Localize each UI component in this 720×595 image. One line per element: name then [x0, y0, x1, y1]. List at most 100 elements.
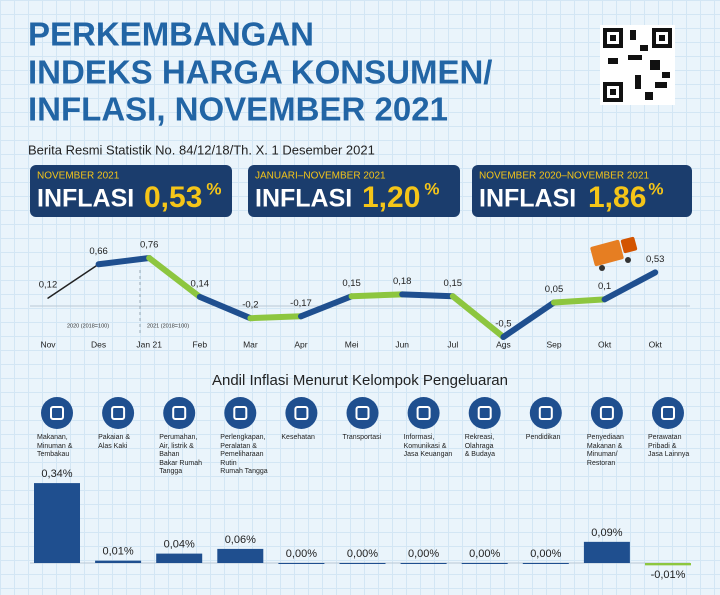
- box-value: 0,53: [144, 181, 202, 214]
- category-icon: [346, 397, 379, 429]
- qr-code: [600, 25, 675, 105]
- line-segment: [449, 293, 507, 340]
- value-label: 0,12: [39, 280, 58, 291]
- icon-glyph: [50, 406, 64, 420]
- stat-box: [472, 165, 692, 217]
- value-label: 0,00%: [408, 548, 439, 560]
- category-label: Rekreasi, Olahraga & Budaya: [464, 434, 496, 458]
- value-label: 0,15: [342, 278, 361, 289]
- bar: [339, 563, 386, 564]
- box-period: NOVEMBER 2020–NOVEMBER 2021: [479, 171, 650, 182]
- box-unit: %: [424, 179, 439, 198]
- icon-glyph: [538, 406, 553, 420]
- icon-glyph: [661, 406, 675, 420]
- box-unit: %: [648, 179, 663, 198]
- value-label: 0,00%: [347, 548, 378, 560]
- title-line: INDEKS HARGA KONSUMEN/: [28, 54, 492, 91]
- category-icon: [529, 397, 562, 429]
- x-tick-label: Okt: [649, 339, 663, 349]
- box-label: INFLASI: [255, 185, 352, 213]
- x-tick-label: Mar: [243, 339, 258, 349]
- value-label: 0,06%: [225, 534, 256, 546]
- value-label: 0,18: [393, 276, 412, 287]
- x-tick-label: Apr: [294, 339, 307, 349]
- bar: [156, 553, 203, 563]
- icon-glyph: [172, 406, 187, 420]
- value-label: 0,34%: [41, 468, 72, 480]
- line-segment: [500, 299, 557, 340]
- box-period: JANUARI–NOVEMBER 2021: [255, 171, 386, 182]
- value-label: 0,05: [545, 284, 564, 295]
- value-label: 0,76: [140, 240, 159, 251]
- category-label: Pendidikan: [525, 434, 561, 441]
- value-label: 0,09%: [591, 527, 622, 539]
- line-segment: [601, 269, 659, 303]
- title-line: PERKEMBANGAN: [28, 16, 314, 53]
- stat-box: [248, 165, 460, 217]
- category-label: Penyediaan Makanan & Minuman/ Restoran: [586, 434, 624, 467]
- category-label: Pakaian & Alas Kaki: [98, 434, 131, 450]
- icon-glyph: [477, 406, 492, 420]
- x-tick-label: Nov: [40, 339, 56, 349]
- bar: [645, 563, 691, 566]
- value-label: 0,66: [89, 246, 108, 257]
- stat-box: [30, 165, 232, 217]
- category-icon: [407, 397, 440, 429]
- annotation: 2021 (2018=100): [147, 323, 189, 329]
- category-icon: [102, 397, 135, 429]
- category-label: Perawatan Pribadi & Jasa Lainnya: [648, 434, 690, 458]
- category-label: Perlengkapan, Peralatan & Pemeliharaan R…: [220, 434, 268, 475]
- value-label: -0,2: [242, 300, 258, 311]
- value-label: 0,00%: [530, 548, 561, 560]
- x-tick-label: Jun: [395, 339, 409, 349]
- box-unit: %: [206, 179, 221, 198]
- value-label: -0,01%: [651, 569, 686, 581]
- category-label: Kesehatan: [281, 434, 315, 441]
- box-label: INFLASI: [37, 185, 134, 213]
- line-segment: [95, 255, 153, 268]
- category-label: Transportasi: [342, 434, 382, 441]
- icon-glyph: [599, 406, 614, 420]
- value-label: 0,14: [191, 278, 210, 289]
- box-value: 1,20: [362, 181, 420, 214]
- bar: [278, 563, 325, 564]
- category-icon: [285, 397, 318, 429]
- box-label: INFLASI: [479, 185, 576, 213]
- value-label: -0,17: [290, 298, 312, 309]
- value-label: 0,00%: [469, 548, 500, 560]
- line-segment: [399, 291, 456, 300]
- line-segment: [146, 255, 203, 300]
- annotation: 2020 (2018=100): [67, 323, 109, 329]
- value-label: 0,1: [598, 281, 611, 292]
- category-icon: [468, 397, 501, 429]
- value-label: 0,04%: [164, 539, 195, 551]
- category-icon: [224, 397, 257, 429]
- line-segment: [247, 313, 304, 322]
- icon-glyph: [416, 406, 431, 420]
- category-icon: [652, 397, 684, 429]
- x-tick-label: Jan 21: [136, 339, 162, 349]
- line-segment: [348, 291, 406, 300]
- x-tick-label: Sep: [546, 339, 561, 349]
- bar: [583, 541, 630, 563]
- category-icon: [163, 397, 196, 429]
- bar: [461, 563, 508, 564]
- value-label: 0,00%: [286, 548, 317, 560]
- category-icon: [41, 397, 73, 429]
- bar: [217, 548, 264, 563]
- box-period: NOVEMBER 2021: [37, 171, 120, 182]
- icon-glyph: [355, 406, 370, 420]
- category-icon: [590, 397, 623, 429]
- x-tick-label: Ags: [496, 339, 511, 349]
- category-label: Makanan, Minuman & Tembakau: [37, 434, 73, 458]
- line-segment: [47, 263, 100, 299]
- x-tick-label: Jul: [447, 339, 458, 349]
- box-value: 1,86: [588, 181, 646, 214]
- line-segment: [551, 296, 608, 306]
- chart-title: Andil Inflasi Menurut Kelompok Pengeluar…: [212, 372, 508, 389]
- line-segment: [298, 293, 355, 320]
- value-label: 0,15: [444, 278, 463, 289]
- x-tick-label: Des: [91, 339, 106, 349]
